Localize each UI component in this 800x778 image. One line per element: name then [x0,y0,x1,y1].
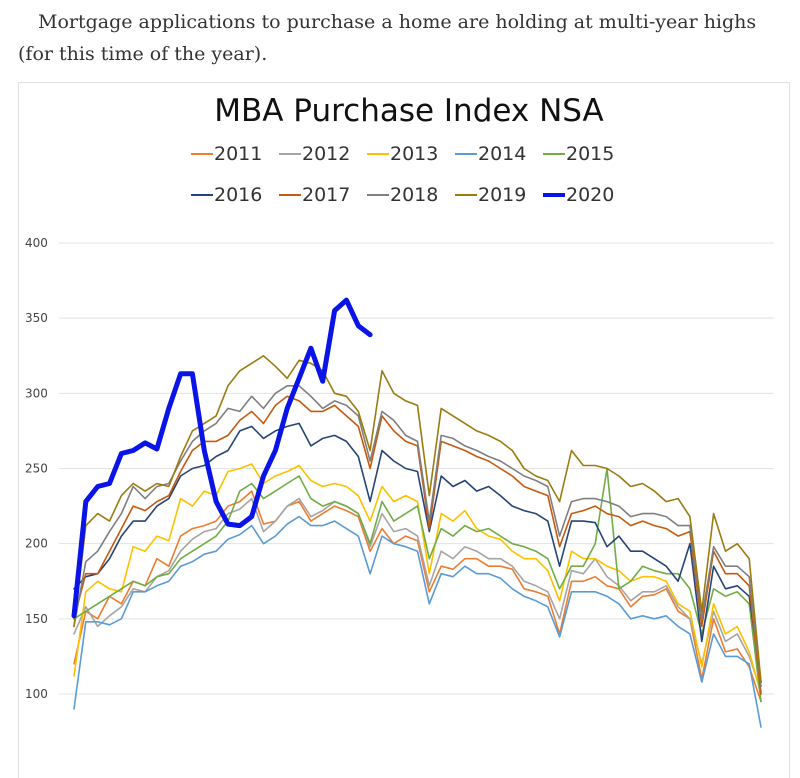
legend-label-2013: 2013 [390,143,438,165]
legend-label-2018: 2018 [390,184,438,206]
y-tick-label: 350 [25,311,48,325]
legend-label-2014: 2014 [478,143,526,165]
legend-label-2012: 2012 [302,143,350,165]
legend-label-2019: 2019 [478,184,526,206]
y-tick-label: 300 [25,386,48,400]
legend-label-2011: 2011 [214,143,262,165]
series-line-2014 [73,515,762,728]
series-line-2011 [73,490,762,703]
legend-label-2020: 2020 [566,184,614,206]
series-line-2019 [73,354,762,683]
series-line-2018 [73,384,762,688]
chart-panel: 100 150 200 250 300 350 400 2011 2012 2013 2014 20… [18,82,790,778]
y-tick-label: 150 [25,612,48,626]
series-line-2016 [73,422,762,683]
legend-label-2017: 2017 [302,184,350,206]
series-line-2013 [73,463,762,695]
y-tick-label: 200 [25,537,48,551]
y-tick-label: 400 [25,236,48,250]
series-line-2020 [71,297,373,619]
legend: 2011 2012 2013 2014 2015 2016 2017 2018 2019 2020 [191,143,614,206]
chart-title: MBA Purchase Index NSA [214,93,604,129]
series-line-2015 [73,467,762,703]
y-tick-label: 100 [25,687,48,701]
legend-label-2016: 2016 [214,184,262,206]
legend-label-2015: 2015 [566,143,614,165]
series-lines [71,297,762,728]
series-line-2012 [73,497,762,692]
y-tick-label: 250 [25,462,48,476]
y-axis: 100 150 200 250 300 350 400 [25,236,48,701]
caption-text: Mortgage applications to purchase a home… [18,11,757,65]
gridlines [59,242,774,695]
